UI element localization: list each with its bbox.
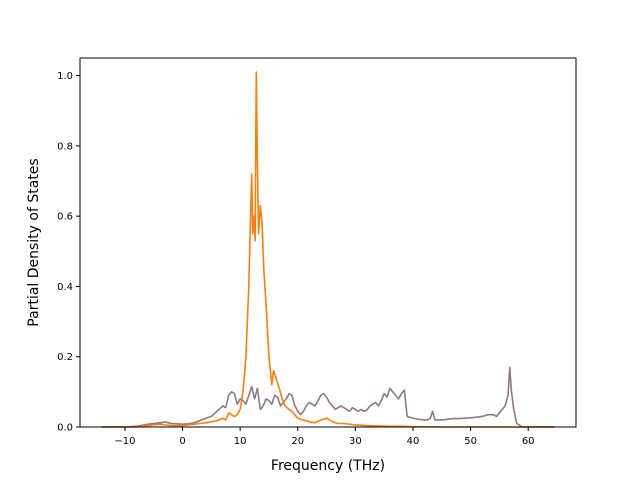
x-axis-label: Frequency (THz) [271,458,385,474]
series-line-1 [101,71,555,428]
x-tick-label: 60 [522,436,535,447]
series-layer [101,71,555,428]
y-tick-label: 0.2 [57,352,73,363]
axes-frame [79,57,577,428]
y-tick-label: 0.6 [57,212,73,223]
series-line-0 [101,366,555,428]
x-tick-label: 30 [349,436,362,447]
x-tick-label: 20 [291,436,304,447]
y-tick-label: 1.0 [57,71,73,82]
y-axis-label: Partial Density of States [26,158,42,326]
x-tick-label: 10 [234,436,247,447]
plot-area [80,58,576,427]
x-tick-label: 0 [179,436,185,447]
x-tick-label: −10 [114,436,135,447]
x-axis-ticks: −10 0 10 20 30 40 50 60 [114,427,535,447]
x-tick-label: 40 [407,436,420,447]
y-tick-label: 0.4 [57,282,73,293]
x-tick-label: 50 [464,436,477,447]
y-tick-label: 0.8 [57,141,73,152]
y-axis-ticks: 0.0 0.2 0.4 0.6 0.8 1.0 [57,71,80,434]
y-tick-label: 0.0 [57,423,73,434]
